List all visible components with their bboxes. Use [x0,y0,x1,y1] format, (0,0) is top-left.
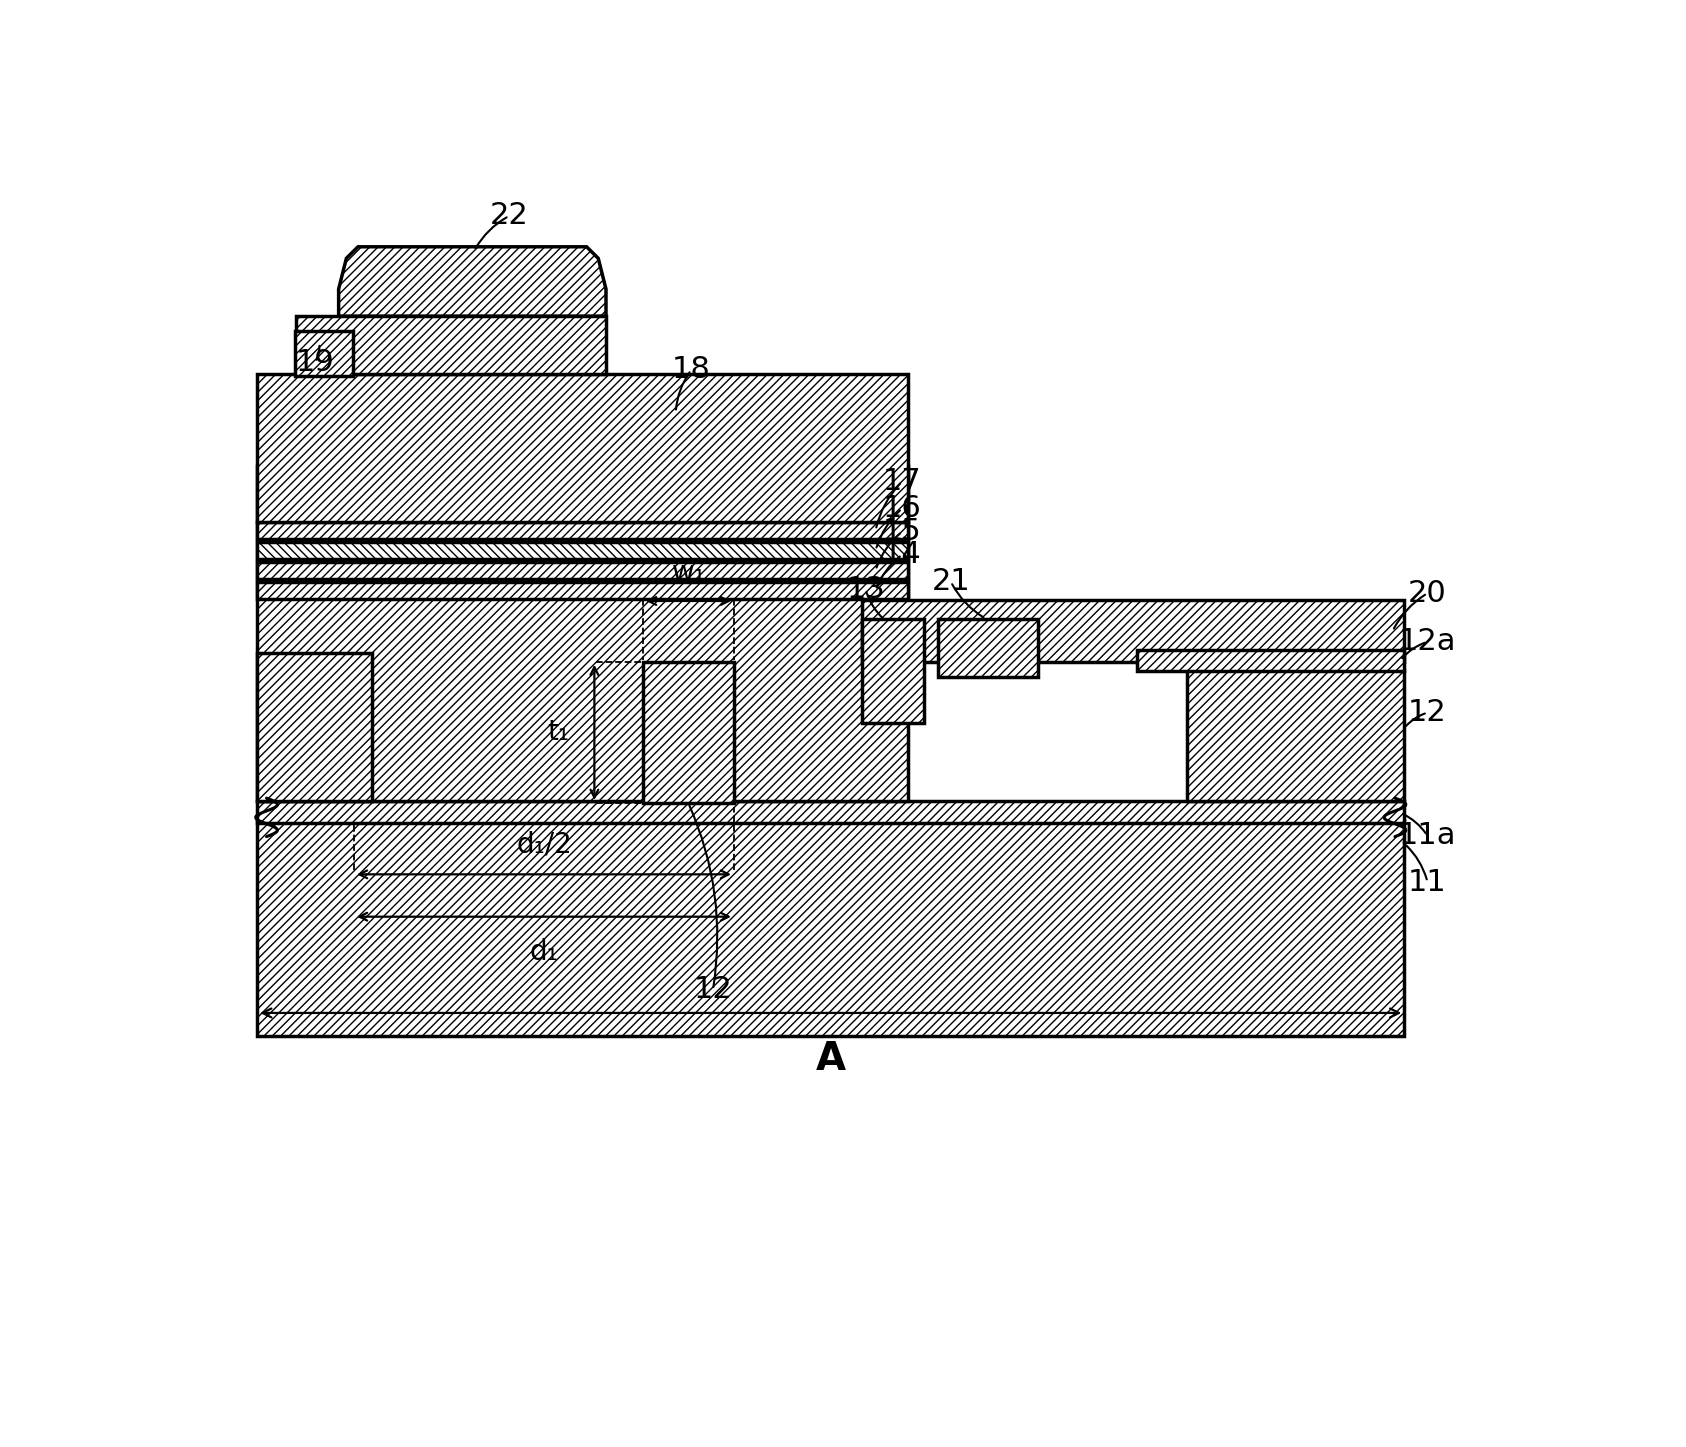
Text: A: A [816,1040,846,1078]
Text: 17: 17 [883,467,922,496]
Bar [297,315,605,373]
Text: 12: 12 [1408,697,1447,728]
Polygon shape [339,247,605,315]
Text: w₁: w₁ [671,559,705,587]
Text: 21: 21 [931,567,969,596]
Text: 11a: 11a [1399,822,1457,851]
Text: 22: 22 [489,201,528,230]
Text: 14: 14 [883,540,922,569]
Text: d₁/2: d₁/2 [516,831,572,860]
Text: 12a: 12a [1399,628,1457,657]
Bar [258,466,909,802]
Bar [258,373,909,522]
Bar [258,582,909,599]
Text: d₁: d₁ [529,938,558,967]
Text: 18: 18 [671,356,711,385]
Bar [258,820,1404,1036]
Bar [1187,670,1404,802]
Bar [258,522,909,538]
Text: 13: 13 [846,574,885,603]
Bar [258,561,909,579]
Text: 20: 20 [1408,579,1447,608]
Bar [258,541,909,559]
Bar [862,601,1404,661]
Bar [642,661,733,803]
Text: 12: 12 [693,975,732,1004]
Text: t₁: t₁ [548,718,570,747]
Bar [295,331,354,376]
Bar [258,802,1404,823]
Bar [258,653,373,802]
Text: 19: 19 [297,347,336,376]
Bar [1136,650,1404,671]
Bar [937,619,1039,677]
Text: 16: 16 [883,493,922,522]
Text: 15: 15 [883,517,922,546]
Bar [862,619,924,724]
Text: 11: 11 [1408,868,1447,897]
